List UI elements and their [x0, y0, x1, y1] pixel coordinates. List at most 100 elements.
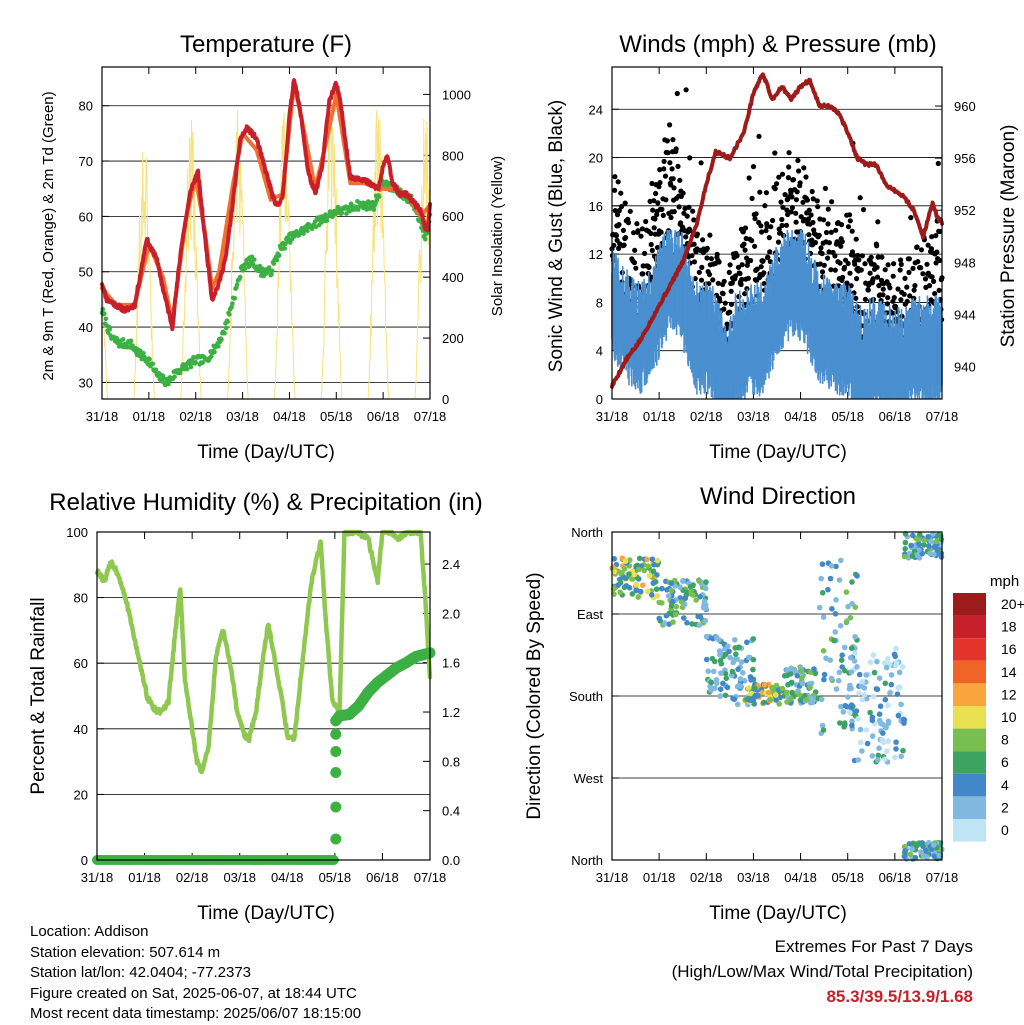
- dewpoint-point: [150, 361, 156, 367]
- gust-point: [698, 160, 704, 166]
- direction-point: [767, 696, 773, 703]
- precip-point: [330, 746, 342, 757]
- direction-point: [849, 579, 855, 585]
- direction-point: [857, 726, 864, 733]
- y2-tick-label: 956: [954, 151, 976, 166]
- gust-point: [625, 220, 632, 226]
- gust-point: [904, 298, 910, 304]
- extremes-values: 85.3/39.5/13.9/1.68: [826, 987, 973, 1006]
- direction-point: [841, 644, 848, 651]
- gust-point: [790, 177, 797, 183]
- direction-point: [870, 693, 877, 700]
- direction-point: [818, 696, 825, 703]
- dewpoint-point: [102, 311, 107, 316]
- gust-point: [874, 274, 881, 280]
- gust-point: [814, 198, 820, 204]
- gust-point: [782, 192, 788, 198]
- gust-point: [812, 240, 819, 246]
- direction-point: [888, 681, 895, 688]
- gust-point: [642, 250, 648, 256]
- gust-point: [776, 174, 782, 180]
- gust-point: [765, 254, 771, 260]
- direction-point: [635, 594, 641, 600]
- speed-legend: mph 20+ 18 16 14 12 10 8 6 4 2 0: [953, 573, 1024, 842]
- direction-point: [731, 696, 738, 702]
- solar-line: [102, 286, 109, 400]
- dewpoint-point: [223, 325, 229, 331]
- gust-point: [618, 190, 624, 196]
- gust-point: [694, 231, 701, 237]
- direction-point: [636, 566, 642, 573]
- gust-point: [779, 216, 785, 223]
- direction-point: [710, 668, 717, 675]
- direction-point: [895, 712, 902, 719]
- gust-point: [727, 309, 733, 315]
- wind-direction-plot-area: North West South East North 31/18 01/18 02/18 03…: [569, 525, 958, 885]
- gust-point: [847, 270, 853, 276]
- direction-point: [839, 652, 845, 658]
- dewpoint-point: [282, 246, 288, 251]
- dewpoint-point: [138, 348, 143, 354]
- gust-point: [612, 208, 618, 214]
- direction-point: [798, 668, 805, 674]
- direction-point: [772, 692, 779, 698]
- dewpoint-point: [339, 210, 345, 216]
- legend-swatch: [953, 796, 986, 819]
- direction-point: [708, 679, 715, 686]
- gust-point: [901, 291, 907, 297]
- direction-point: [681, 615, 687, 621]
- gust-point: [880, 292, 886, 298]
- dewpoint-point: [324, 218, 330, 223]
- direction-point: [907, 851, 914, 857]
- gust-point: [915, 259, 921, 265]
- gust-point: [780, 204, 786, 210]
- gust-point: [691, 259, 698, 265]
- direction-point: [716, 648, 723, 654]
- x-tick-label: 31/18: [86, 409, 119, 424]
- winds-xlabel: Time (Day/UTC): [709, 442, 847, 463]
- solar-line: [367, 109, 390, 400]
- y-tick-label: 0: [81, 853, 88, 868]
- direction-point: [833, 597, 839, 603]
- gust-point: [698, 277, 705, 283]
- gust-point: [884, 301, 891, 307]
- direction-point: [773, 697, 779, 703]
- legend-swatch: [953, 706, 986, 729]
- direction-point: [900, 747, 906, 754]
- direction-point: [636, 555, 643, 562]
- y-tick-label: 50: [79, 265, 93, 280]
- direction-point: [930, 842, 937, 848]
- direction-point: [853, 708, 860, 714]
- direction-point: [751, 685, 757, 691]
- gust-point: [753, 211, 759, 217]
- direction-point: [861, 691, 868, 698]
- direction-point: [916, 547, 922, 553]
- gust-point: [853, 236, 859, 242]
- gust-point: [742, 291, 748, 297]
- humidity-ylabel: Percent & Total Rainfall: [28, 597, 49, 794]
- direction-point: [916, 541, 922, 548]
- direction-point: [875, 757, 881, 763]
- direction-point: [773, 682, 780, 689]
- dewpoint-point: [188, 364, 194, 370]
- direction-point: [887, 690, 893, 696]
- gust-point: [729, 280, 735, 286]
- dewpoint-point: [193, 359, 198, 365]
- gust-point: [891, 295, 897, 301]
- gust-point: [805, 216, 812, 222]
- gust-point: [728, 288, 734, 294]
- gust-point: [788, 190, 794, 196]
- gust-point: [677, 177, 683, 183]
- direction-point: [910, 532, 916, 539]
- precip-point: [330, 767, 342, 778]
- gust-point: [895, 286, 901, 292]
- gust-point: [658, 229, 664, 235]
- direction-point: [912, 854, 919, 861]
- gust-point: [763, 228, 769, 234]
- gust-point: [678, 220, 684, 226]
- gust-point: [937, 228, 943, 235]
- direction-point: [668, 603, 675, 609]
- direction-point: [821, 676, 827, 683]
- gust-point: [762, 203, 768, 209]
- y-tick-label: 4: [596, 344, 603, 359]
